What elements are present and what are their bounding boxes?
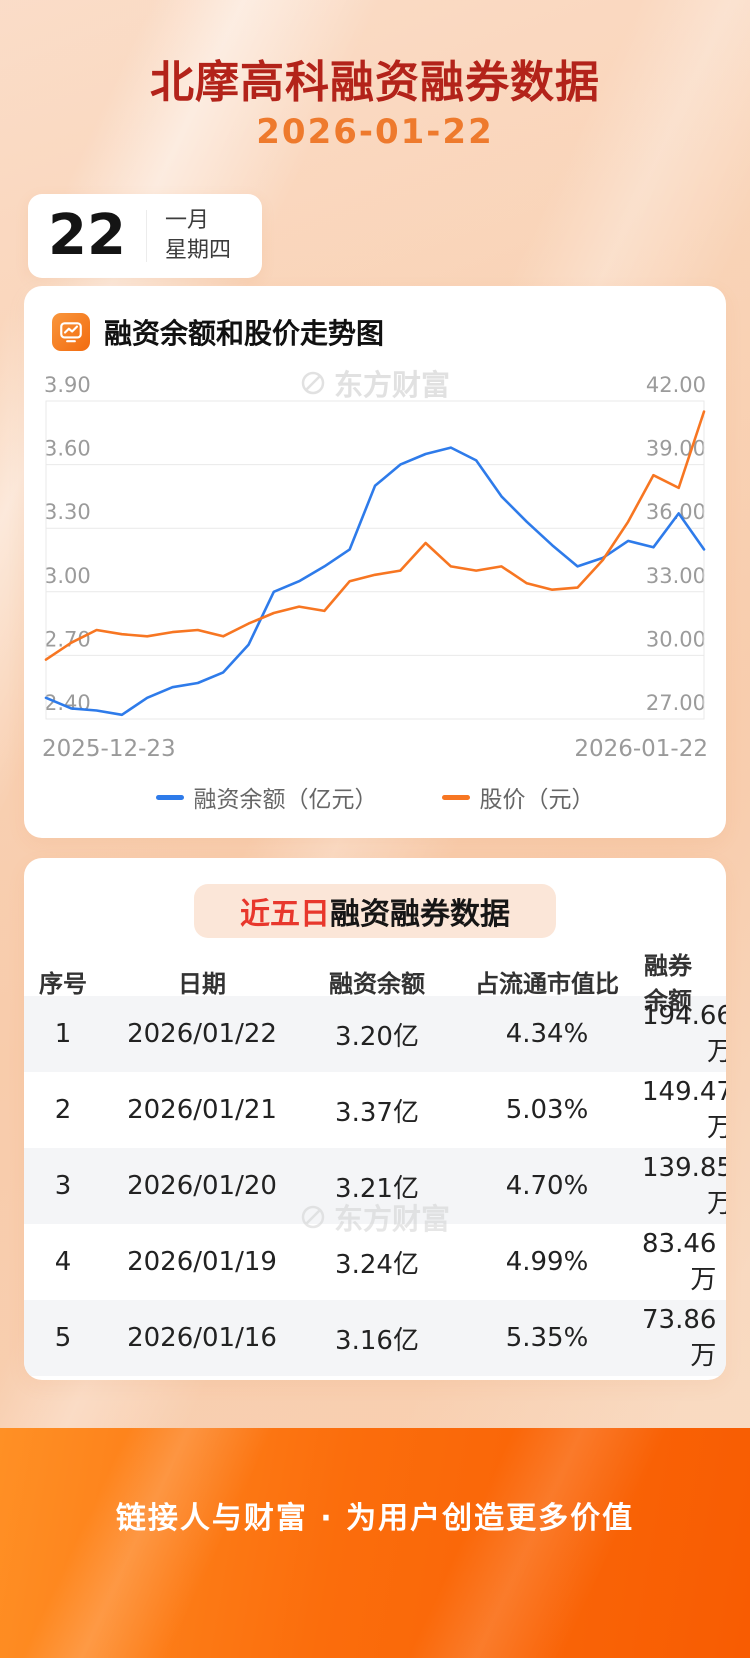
table-row: 2 2026/01/21 3.37亿 5.03% 149.47万 (24, 1072, 726, 1148)
legend-swatch-blue (155, 794, 184, 800)
cell-date: 2026/01/22 (127, 1019, 277, 1049)
cell-securities-balance: 139.85万 (642, 1152, 726, 1219)
legend-label-financing-balance: 融资余额（亿元） (193, 787, 378, 813)
date-card: 22 一月 星期四 (28, 194, 262, 278)
cell-index: 3 (54, 1171, 72, 1201)
legend-label-stock-price: 股价（元） (479, 787, 595, 813)
cell-financing-balance: 3.16亿 (335, 1325, 419, 1356)
legend-swatch-orange (441, 794, 470, 800)
cell-date: 2026/01/16 (127, 1323, 277, 1353)
date-month: 一月 (164, 207, 209, 233)
svg-text:30.00: 30.00 (646, 627, 706, 651)
report-date: 2026-01-22 (256, 112, 494, 152)
svg-text:3.30: 3.30 (44, 500, 91, 524)
cell-securities-balance: 149.47万 (642, 1076, 726, 1143)
table-title-rest: 融资融券数据 (330, 897, 510, 932)
table-row: 4 2026/01/19 3.24亿 4.99% 83.46万 (24, 1224, 726, 1300)
cell-date: 2026/01/20 (127, 1171, 277, 1201)
chart-card-header: 融资余额和股价走势图 (24, 286, 726, 352)
svg-text:2.40: 2.40 (44, 691, 91, 715)
cell-financing-balance: 3.21亿 (335, 1173, 419, 1204)
svg-text:36.00: 36.00 (646, 500, 706, 524)
col-header-date: 日期 (178, 969, 226, 998)
svg-text:39.00: 39.00 (646, 437, 706, 461)
col-header-index: 序号 (39, 969, 87, 998)
cell-market-cap-ratio: 4.70% (505, 1171, 589, 1201)
date-divider (145, 210, 147, 262)
svg-text:2.70: 2.70 (44, 627, 91, 651)
col-header-securities-balance: 融券余额 (644, 952, 692, 1015)
chart-legend: 融资余额（亿元） 股价（元） (42, 780, 708, 814)
cell-date: 2026/01/19 (127, 1247, 277, 1277)
footer-slogan: 链接人与财富 · 为用户创造更多价值 (115, 1501, 635, 1536)
cell-securities-balance: 83.46万 (642, 1228, 717, 1295)
table-header-row: 序号 日期 融资余额 占流通市值比 融券余额 (24, 946, 726, 1015)
table-row: 1 2026/01/22 3.20亿 4.34% 194.66万 (24, 996, 726, 1072)
footer-banner: 链接人与财富 · 为用户创造更多价值 (0, 1428, 750, 1658)
cell-financing-balance: 3.24亿 (335, 1249, 419, 1280)
cell-market-cap-ratio: 4.34% (505, 1019, 589, 1049)
x-axis-labels: 2025-12-23 2026-01-22 (42, 736, 708, 762)
chart-area: 东方财富 3.90 42.00 3.60 39.00 3.30 36.00 3.00 33.0… (42, 366, 708, 814)
cell-market-cap-ratio: 5.03% (505, 1095, 589, 1125)
col-header-financing-balance: 融资余额 (329, 969, 425, 998)
dual-axis-line-chart: 3.90 42.00 3.60 39.00 3.30 36.00 3.00 33.00 2.70… (44, 373, 706, 720)
cell-financing-balance: 3.37亿 (335, 1097, 419, 1128)
table-title-highlight: 近五日 (240, 897, 330, 932)
cell-financing-balance: 3.20亿 (335, 1021, 419, 1052)
table-row: 3 2026/01/20 3.21亿 4.70% 139.85万 (24, 1148, 726, 1224)
svg-text:33.00: 33.00 (646, 564, 706, 588)
table-card: 近五日 融资融券数据 东方财富 序号 日期 融资余额 占流通市值比 融券余额 1 … (24, 858, 726, 1380)
cell-index: 5 (54, 1323, 72, 1353)
svg-text:3.60: 3.60 (44, 437, 91, 461)
cell-market-cap-ratio: 5.35% (505, 1323, 589, 1353)
x-axis-end-label: 2026-01-22 (574, 736, 708, 762)
cell-securities-balance: 194.66万 (642, 1000, 726, 1067)
date-day: 22 (48, 203, 126, 268)
svg-text:27.00: 27.00 (646, 691, 706, 715)
table-row: 5 2026/01/16 3.16亿 5.35% 73.86万 (24, 1300, 726, 1376)
data-table: 东方财富 序号 日期 融资余额 占流通市值比 融券余额 1 2026/01/22… (24, 946, 726, 1376)
cell-index: 1 (54, 1019, 72, 1049)
table-title-pill: 近五日 融资融券数据 (194, 884, 556, 938)
page-title: 北摩高科融资融券数据 (150, 57, 600, 108)
cell-index: 2 (54, 1095, 72, 1125)
line-chart-icon (52, 313, 90, 351)
cell-securities-balance: 73.86万 (642, 1304, 717, 1371)
chart-card: 融资余额和股价走势图 东方财富 3.90 42.00 3.60 39.00 3.30 36… (24, 286, 726, 838)
svg-text:42.00: 42.00 (646, 373, 706, 397)
cell-market-cap-ratio: 4.99% (505, 1247, 589, 1277)
x-axis-start-label: 2025-12-23 (42, 736, 176, 762)
svg-text:3.00: 3.00 (44, 564, 91, 588)
cell-date: 2026/01/21 (127, 1095, 277, 1125)
cell-index: 4 (54, 1247, 72, 1277)
chart-title: 融资余额和股价走势图 (104, 317, 385, 350)
legend-item-stock-price: 股价（元） (441, 780, 595, 814)
svg-text:3.90: 3.90 (44, 373, 91, 397)
date-weekday: 星期四 (164, 238, 231, 263)
legend-item-financing-balance: 融资余额（亿元） (155, 780, 378, 814)
col-header-market-cap-ratio: 占流通市值比 (475, 969, 619, 998)
